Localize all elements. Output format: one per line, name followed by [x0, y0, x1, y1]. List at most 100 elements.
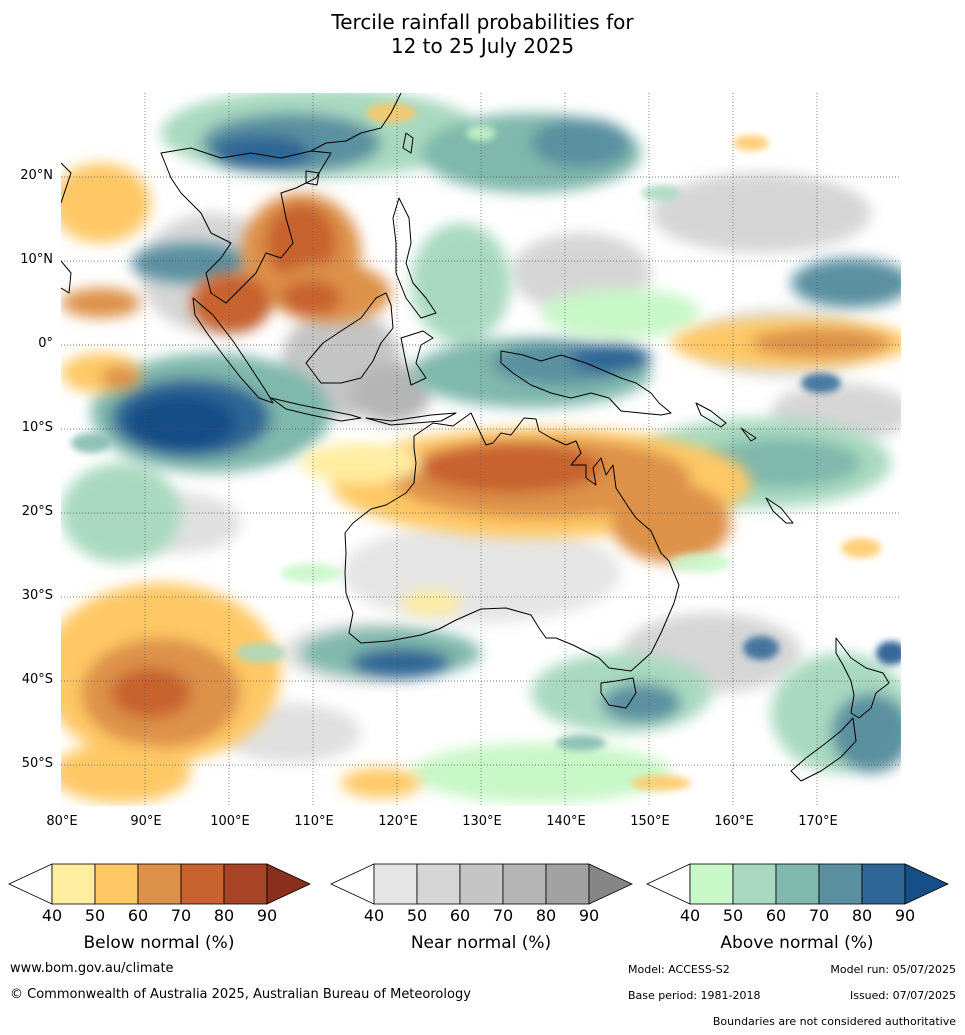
- below-normal-colorbar: [8, 862, 311, 905]
- colorbar-max-extension: [904, 863, 949, 905]
- near-tick: 50: [406, 906, 428, 925]
- title-line-1: Tercile rainfall probabilities for: [331, 10, 634, 34]
- colorbar-swatch: [545, 863, 590, 905]
- model-name: Model: ACCESS-S2: [628, 963, 730, 976]
- lon-label: 140°E: [546, 814, 586, 829]
- lat-label: 10°S: [21, 420, 53, 435]
- above-tick: 40: [679, 906, 701, 925]
- model-run-date: Model run: 05/07/2025: [830, 963, 956, 976]
- above-tick: 80: [851, 906, 873, 925]
- base-period: Base period: 1981-2018: [628, 989, 761, 1002]
- map-title: Tercile rainfall probabilities for 12 to…: [0, 10, 965, 58]
- hainan-coast: [305, 170, 320, 186]
- colorbar-max-extension: [266, 863, 311, 905]
- sulawesi-coast: [400, 330, 434, 386]
- below-tick: 90: [256, 906, 278, 925]
- near-colorbar-svg: [330, 863, 633, 905]
- coastlines: [61, 93, 890, 782]
- lat-label: 20°S: [21, 504, 53, 519]
- above-colorbar-svg: [646, 863, 949, 905]
- below-colorbar-svg: [8, 863, 311, 905]
- borneo-coast: [305, 292, 394, 384]
- lon-label: 80°E: [46, 814, 78, 829]
- lon-label: 160°E: [714, 814, 754, 829]
- lon-label: 150°E: [630, 814, 670, 829]
- above-normal-field: [61, 93, 901, 803]
- colorbar-max-extension: [588, 863, 633, 905]
- colorbar-swatch: [861, 863, 906, 905]
- above-tick: 60: [765, 906, 787, 925]
- lon-label: 170°E: [798, 814, 838, 829]
- below-tick: 40: [41, 906, 63, 925]
- below-tick: 80: [213, 906, 235, 925]
- colorbar-swatch: [180, 863, 225, 905]
- issued-date: Issued: 07/07/2025: [849, 989, 956, 1002]
- below-normal-field: [61, 163, 901, 803]
- lat-label: 0°: [38, 336, 53, 351]
- near-tick: 40: [363, 906, 385, 925]
- source-url: www.bom.gov.au/climate: [10, 961, 174, 976]
- lon-label: 100°E: [210, 814, 250, 829]
- near-normal-caption: Near normal (%): [410, 933, 552, 953]
- near-normal-colorbar: [330, 862, 633, 905]
- colorbar-min-extension: [330, 863, 375, 905]
- lon-label: 130°E: [462, 814, 502, 829]
- philippines-coast: [392, 197, 437, 319]
- sumatra-coast: [192, 297, 274, 404]
- colorbar-min-extension: [8, 863, 53, 905]
- colorbar-swatch: [137, 863, 182, 905]
- above-tick: 70: [808, 906, 830, 925]
- colorbar-swatch: [459, 863, 504, 905]
- lat-label: 50°S: [21, 756, 53, 771]
- title-line-2: 12 to 25 July 2025: [390, 34, 575, 58]
- new-guinea-coast: [500, 350, 672, 416]
- colorbar-min-extension: [646, 863, 691, 905]
- near-tick: 80: [535, 906, 557, 925]
- near-tick: 90: [578, 906, 600, 925]
- lat-label: 40°S: [21, 672, 53, 687]
- india-coast: [61, 162, 72, 204]
- below-normal-caption: Below normal (%): [83, 933, 235, 953]
- java-coast: [270, 397, 362, 422]
- graticule: [61, 93, 901, 806]
- lesser-sunda-islands: [365, 412, 457, 426]
- colorbar-swatch: [775, 863, 820, 905]
- tasmania-coast: [600, 677, 637, 709]
- above-normal-caption: Above normal (%): [720, 933, 874, 953]
- below-tick: 60: [127, 906, 149, 925]
- new-caledonia-coast: [765, 497, 794, 524]
- near-tick: 60: [449, 906, 471, 925]
- colorbar-swatch: [373, 863, 418, 905]
- below-tick: 70: [170, 906, 192, 925]
- solomon-islands: [695, 402, 757, 442]
- above-tick: 90: [894, 906, 916, 925]
- colorbar-swatch: [51, 863, 96, 905]
- new-zealand-south: [790, 717, 857, 782]
- lat-label: 30°S: [21, 588, 53, 603]
- colorbar-swatch: [689, 863, 734, 905]
- lat-label: 20°N: [20, 168, 53, 183]
- above-tick: 50: [722, 906, 744, 925]
- colorbar-swatch: [94, 863, 139, 905]
- lat-label: 10°N: [20, 252, 53, 267]
- new-zealand-north: [835, 637, 890, 719]
- colorbar-swatch: [818, 863, 863, 905]
- boundary-disclaimer: Boundaries are not considered authoritat…: [712, 1015, 956, 1028]
- rainfall-probability-map: [61, 93, 901, 806]
- lon-label: 90°E: [130, 814, 162, 829]
- australia-coast: [344, 412, 680, 672]
- map-svg: [61, 93, 901, 806]
- colorbar-swatch: [732, 863, 777, 905]
- asia-coast: [310, 93, 402, 152]
- lon-label: 120°E: [378, 814, 418, 829]
- colorbar-swatch: [416, 863, 461, 905]
- taiwan-coast: [402, 132, 414, 154]
- indochina-coast: [160, 147, 332, 304]
- colorbar-swatch: [502, 863, 547, 905]
- copyright-text: © Commonwealth of Australia 2025, Austra…: [10, 987, 471, 1002]
- lon-label: 110°E: [294, 814, 334, 829]
- near-tick: 70: [492, 906, 514, 925]
- above-normal-colorbar: [646, 862, 949, 905]
- colorbar-swatch: [223, 863, 268, 905]
- sri-lanka-coast: [61, 260, 72, 294]
